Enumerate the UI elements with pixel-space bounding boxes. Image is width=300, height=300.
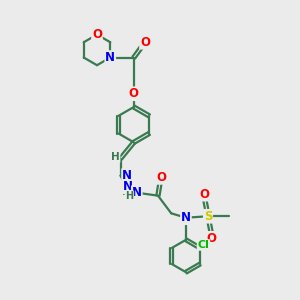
Text: N: N <box>123 180 133 193</box>
Text: H: H <box>125 191 134 201</box>
Text: H: H <box>122 188 131 197</box>
Text: N: N <box>181 211 191 224</box>
Text: N: N <box>122 169 132 182</box>
Text: O: O <box>206 232 217 245</box>
Text: O: O <box>156 171 166 184</box>
Text: O: O <box>129 87 139 100</box>
Text: S: S <box>204 210 212 223</box>
Text: N: N <box>105 51 115 64</box>
Text: O: O <box>140 36 150 49</box>
Text: O: O <box>92 28 102 41</box>
Text: H: H <box>111 152 120 162</box>
Text: Cl: Cl <box>198 240 209 250</box>
Text: O: O <box>200 188 209 201</box>
Text: N: N <box>132 186 142 199</box>
